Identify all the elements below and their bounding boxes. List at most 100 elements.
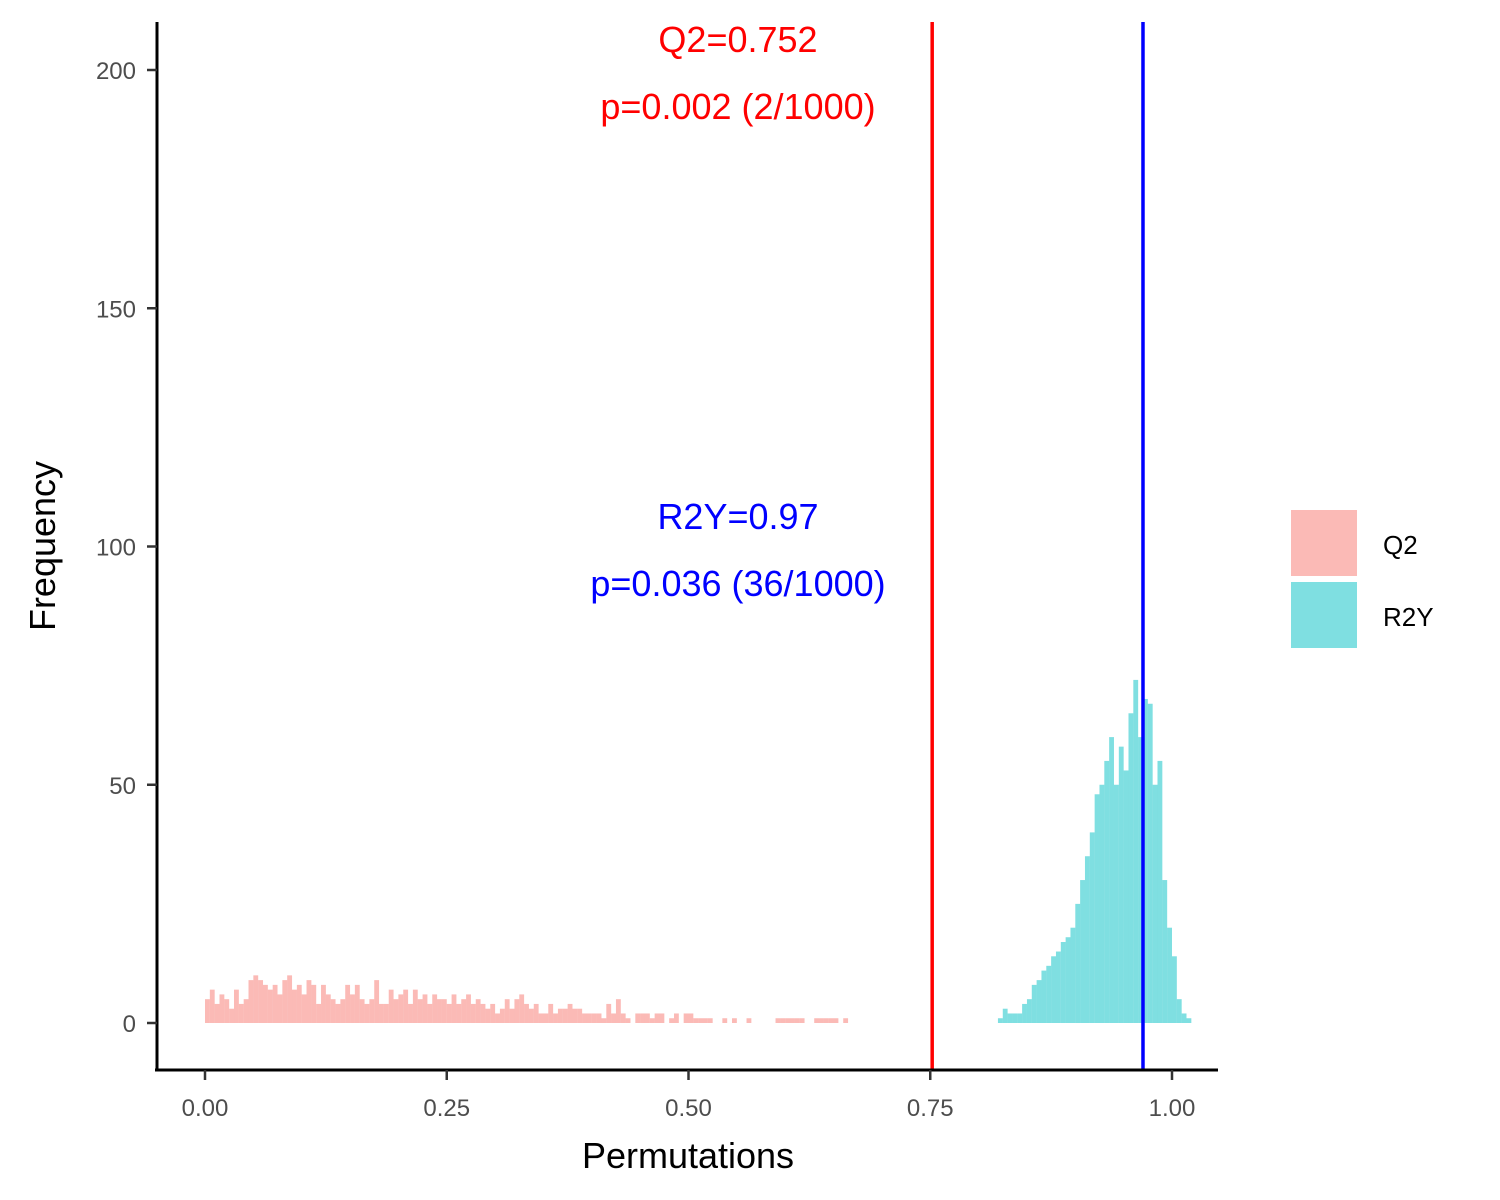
q2-bar [833,1018,839,1023]
q2-bar [383,1003,389,1023]
legend-swatch-q2 [1291,510,1357,576]
q2-bar [567,1003,573,1023]
r2y-annotation-pvalue: p=0.036 (36/1000) [590,563,885,604]
r2y-bar [1080,880,1085,1023]
q2-bar [538,1013,544,1023]
r2y-bar [1012,1013,1018,1023]
q2-bar [209,989,215,1023]
q2-bar [722,1018,728,1023]
r2y-bar [1128,713,1134,1023]
r2y-bar [1176,999,1182,1023]
r2y-bar [1070,927,1076,1023]
r2y-annotation-value: R2Y=0.97 [657,496,818,537]
q2-bar [330,999,336,1023]
q2-bar [354,984,360,1023]
q2-bar [732,1018,737,1023]
q2-bar [514,999,520,1023]
q2-bar [615,999,621,1023]
legend-label-r2y: R2Y [1383,602,1434,632]
q2-annotation: Q2=0.752 p=0.002 (2/1000) [600,19,875,127]
q2-bar [649,1018,655,1023]
q2-bar [325,994,331,1023]
r2y-bar [1147,703,1153,1023]
r2y-bar [1060,942,1066,1023]
x-tick-label: 0.50 [665,1095,712,1122]
reference-lines [930,22,1145,1070]
q2-bar [214,1003,220,1023]
q2-bar [548,1003,554,1023]
q2-bar [611,1013,616,1023]
q2-bar [490,1003,496,1023]
q2-annotation-value: Q2=0.752 [658,19,817,60]
q2-bar [707,1018,713,1023]
q2-bar [625,1018,631,1023]
r2y-bar [1002,1008,1008,1023]
q2-bar [292,989,297,1023]
r2y-bar [1109,737,1114,1023]
y-tick-label: 50 [109,773,136,800]
q2-bar [432,994,438,1023]
q2-bar [528,1008,534,1023]
q2-bar [335,1003,341,1023]
q2-bar [287,975,293,1023]
q2-bar [229,1008,235,1023]
q2-bar [693,1018,699,1023]
q2-bar [596,1013,602,1023]
y-tick-label: 200 [96,58,136,85]
q2-bar [219,994,225,1023]
q2-bar [533,1003,539,1023]
x-tick-label: 0.25 [423,1095,470,1122]
y-ticks: 0 50 100 150 200 [96,58,157,1038]
r2y-bar [1031,984,1037,1023]
q2-bar [572,1008,578,1023]
q2-bar [577,1008,583,1023]
q2-bar [586,1013,592,1023]
q2-bar [688,1013,694,1023]
q2-bar [601,1018,607,1023]
r2y-bar [1123,770,1129,1023]
q2-bar [635,1013,641,1023]
x-tick-label: 1.00 [1149,1095,1196,1122]
x-ticks: 0.00 0.25 0.50 0.75 1.00 [182,1070,1196,1122]
q2-bars [205,975,849,1023]
q2-bar [311,984,317,1023]
q2-bar [427,1003,433,1023]
q2-bar [669,1018,674,1023]
r2y-bar [1022,1003,1027,1023]
q2-bar [819,1018,824,1023]
r2y-bar [1172,956,1177,1023]
q2-bar [843,1018,849,1023]
q2-bar [282,980,288,1023]
q2-bar [379,1003,384,1023]
q2-bar [654,1013,660,1023]
q2-bar [780,1018,786,1023]
q2-bar [461,999,467,1023]
r2y-bars [997,679,1192,1024]
q2-bar [509,1008,515,1023]
q2-bar [659,1013,665,1023]
q2-bar [340,999,346,1023]
q2-bar [620,1013,626,1023]
q2-bar [393,999,399,1023]
q2-bar [417,999,423,1023]
q2-bar [345,984,351,1023]
q2-bar [243,999,249,1023]
r2y-bar [1099,784,1105,1023]
legend: Q2 R2Y [1291,510,1434,648]
q2-bar [775,1018,781,1023]
q2-bar [557,1008,563,1023]
q2-bar [441,999,447,1023]
q2-bar [316,1003,322,1023]
r2y-bar [1167,927,1172,1023]
r2y-bar [1089,832,1095,1023]
axes [155,22,1218,1072]
q2-bar [253,975,259,1023]
r2y-bar [1094,794,1100,1023]
r2y-bar [1036,980,1042,1023]
q2-bar [350,994,355,1023]
q2-bar [456,1003,462,1023]
q2-bar [466,994,471,1023]
r2y-bar [1181,1013,1187,1023]
q2-bar [823,1018,829,1023]
